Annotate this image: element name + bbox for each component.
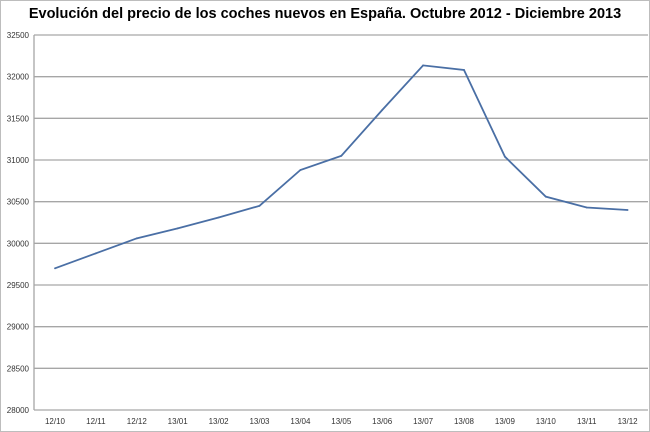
data-point [626, 209, 629, 211]
data-point [544, 195, 547, 198]
data-point [95, 252, 97, 255]
data-point [422, 64, 424, 67]
data-point [258, 204, 261, 207]
y-tick-label: 29000 [7, 323, 30, 332]
x-tick-label: 12/12 [127, 417, 148, 426]
x-tick-label: 13/12 [618, 417, 639, 426]
data-point [504, 155, 506, 158]
x-tick-label: 12/11 [86, 417, 106, 426]
y-tick-label: 31000 [7, 156, 30, 165]
x-tick-label: 13/07 [413, 417, 434, 426]
x-tick-label: 13/04 [290, 417, 311, 426]
y-tick-label: 31500 [7, 114, 30, 123]
data-point [585, 206, 588, 209]
x-tick-label: 13/09 [495, 417, 516, 426]
x-tick-label: 13/08 [454, 417, 475, 426]
y-tick-label: 29500 [7, 281, 30, 290]
x-tick-label: 13/10 [536, 417, 557, 426]
data-point [381, 109, 384, 111]
x-tick-label: 13/05 [331, 417, 352, 426]
y-tick-label: 28500 [7, 364, 30, 373]
data-point [54, 267, 56, 270]
x-tick-label: 13/01 [168, 417, 189, 426]
x-tick-label: 12/10 [45, 417, 66, 426]
x-tick-label: 13/03 [249, 417, 270, 426]
data-point [463, 69, 465, 71]
x-tick-label: 13/06 [372, 417, 393, 426]
y-tick-label: 32000 [7, 73, 30, 82]
x-tick-label: 13/02 [209, 417, 230, 426]
data-point [217, 216, 220, 219]
x-tick-label: 13/11 [577, 417, 597, 426]
data-point [340, 154, 343, 157]
chart-title: Evolución del precio de los coches nuevo… [28, 6, 622, 22]
y-tick-label: 28000 [7, 406, 30, 415]
series-line [54, 64, 628, 270]
data-point [135, 237, 138, 240]
data-point [299, 169, 302, 171]
y-tick-label: 32500 [7, 31, 30, 40]
data-point [176, 227, 179, 230]
y-tick-label: 30500 [7, 198, 30, 207]
y-tick-label: 30000 [7, 239, 30, 248]
